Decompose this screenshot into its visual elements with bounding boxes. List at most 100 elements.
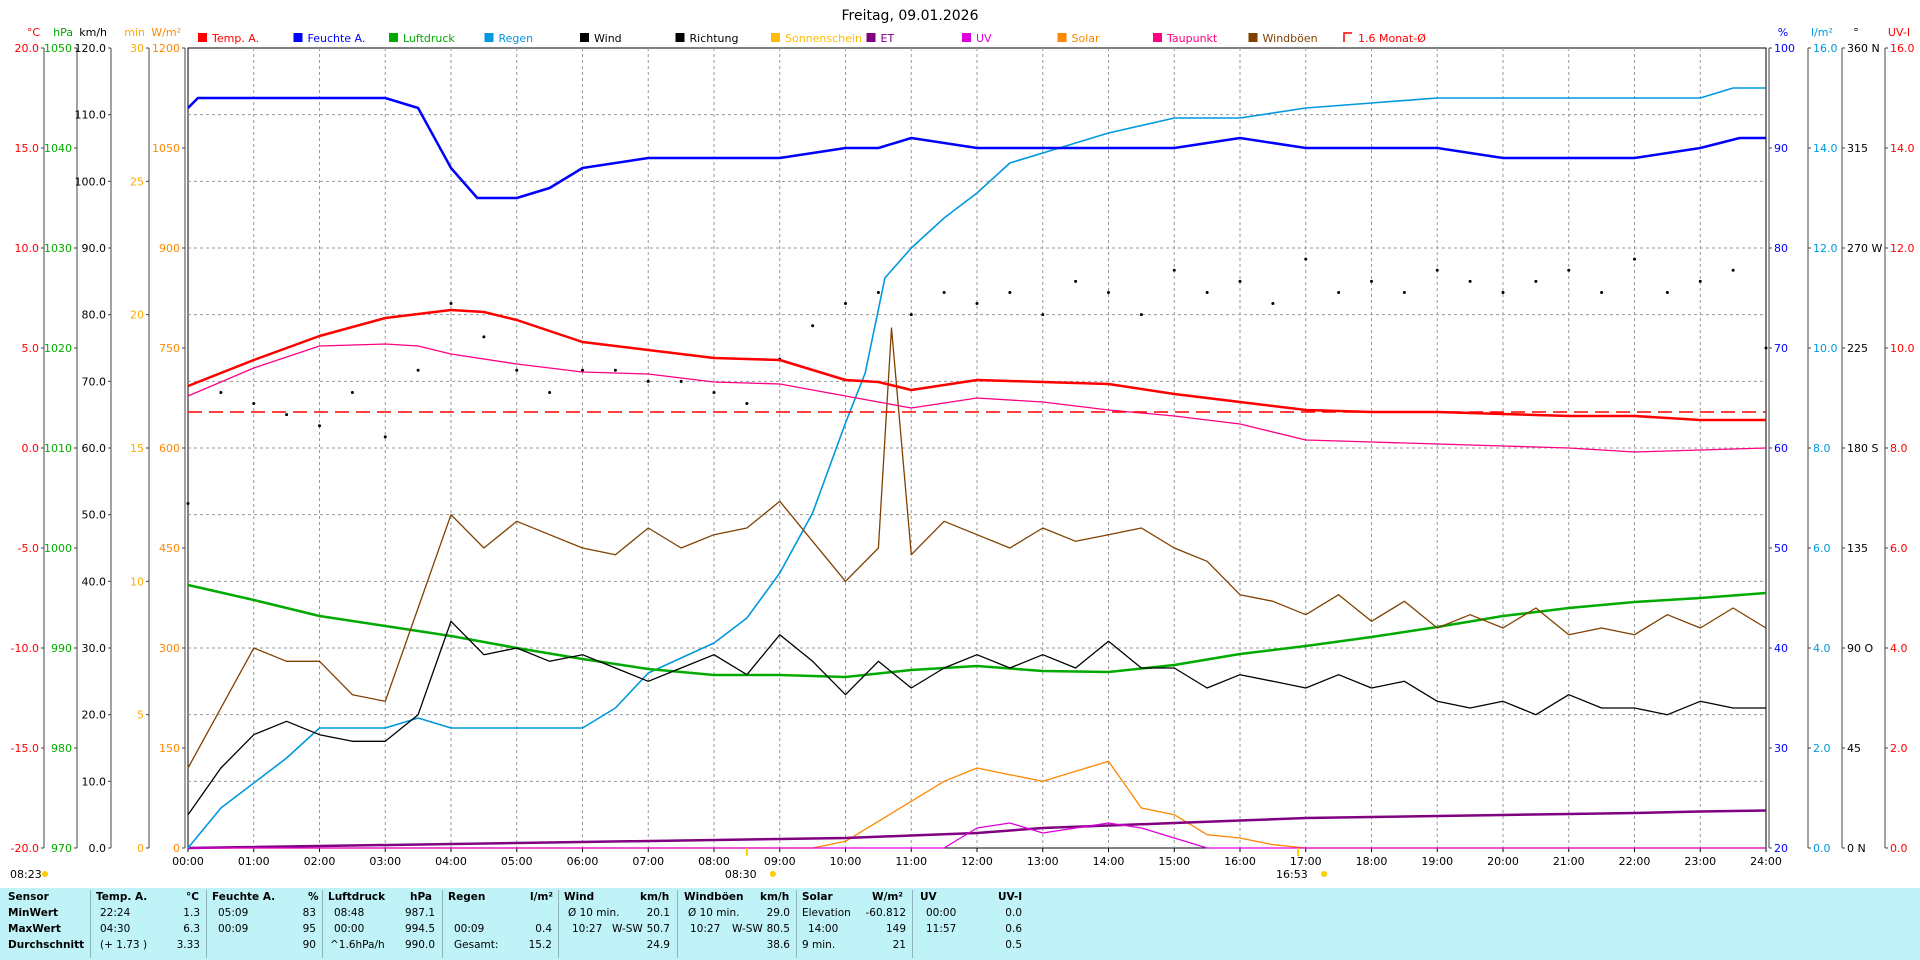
legend-label: Windböen	[1263, 32, 1318, 45]
legend: Temp. A. Feuchte A. Luftdruck Regen Wind Rich…	[198, 32, 1426, 45]
left-axis-tick-label: 1030	[44, 242, 72, 255]
series-point-richtung	[416, 368, 420, 372]
series-point-richtung	[1402, 290, 1406, 294]
x-axis-tick-label: 24:00	[1750, 855, 1782, 868]
series-point-richtung	[1567, 268, 1571, 272]
series-point-richtung	[285, 413, 289, 417]
gust-max-dir: W-SW	[732, 923, 763, 935]
hum-header: Feuchte A.	[212, 891, 276, 903]
left-axis-unit: min	[124, 26, 145, 39]
wind-min: 20.1	[646, 907, 670, 919]
separator	[677, 890, 678, 958]
legend-label: UV	[976, 32, 992, 45]
wind-avg: 24.9	[646, 939, 670, 951]
left-axis-tick-label: 0	[137, 842, 144, 855]
left-axis-tick-label: 1050	[44, 42, 72, 55]
x-axis-tick-label: 06:00	[567, 855, 599, 868]
x-axis-tick-label: 21:00	[1553, 855, 1585, 868]
series-point-richtung	[1633, 257, 1636, 261]
left-axis-tick-label: 80.0	[82, 309, 107, 322]
press-max-time: 00:00	[334, 923, 365, 935]
x-axis-tick-label: 23:00	[1684, 855, 1716, 868]
legend-label: Wind	[594, 32, 622, 45]
legend-swatch	[198, 33, 207, 42]
right-axis-tick-label: 14.0	[1890, 142, 1915, 155]
left-axis-tick-label: 900	[159, 242, 180, 255]
series-group	[186, 87, 1768, 850]
left-axis-tick-label: -10.0	[11, 642, 39, 655]
series-line-wind	[187, 620, 1766, 816]
series-point-richtung	[1271, 302, 1275, 306]
hum-unit: %	[308, 891, 319, 903]
left-axis-tick-label: 150	[159, 742, 180, 755]
sun-marker-dot	[42, 871, 48, 877]
right-axis-tick-label: 30	[1774, 742, 1788, 755]
series-point-richtung	[581, 368, 584, 372]
left-axis-tick-label: 25	[130, 175, 144, 188]
left-axis-tick-label: 30.0	[82, 642, 107, 655]
right-axis-tick-label: 12.0	[1890, 242, 1915, 255]
legend-label: Regen	[499, 32, 534, 45]
left-axis-tick-label: 30	[130, 42, 144, 55]
wind-min-label: Ø 10 min.	[568, 907, 620, 919]
uv-unit: UV-I	[998, 891, 1023, 903]
legend-swatch	[866, 33, 876, 42]
left-axis-tick-label: 20	[130, 309, 144, 322]
right-axis-tick-label: 135	[1847, 542, 1868, 555]
left-axes: °C 20.0 15.0 10.0 5.0 0.0 -5.0 -10.0 -15.0 -20.0 h…	[11, 26, 186, 855]
right-axes: % 100 90 80 70 60 50 40 30 20 l/m² 16.0 14.0 12.0 10.0…	[1768, 26, 1915, 855]
gust-min: 29.0	[766, 907, 790, 919]
hum-min: 83	[302, 907, 316, 919]
series-point-richtung	[1698, 279, 1702, 283]
right-axis-tick-label: 14.0	[1813, 142, 1838, 155]
left-axis-tick-label: 1000	[44, 542, 72, 555]
rain-total: 15.2	[528, 939, 552, 951]
left-axis-tick-label: 10	[130, 575, 144, 588]
temp-header: Temp. A.	[96, 891, 148, 903]
x-axis-tick-label: 15:00	[1158, 855, 1190, 868]
legend-swatch	[580, 33, 589, 42]
x-axis-tick-label: 08:00	[698, 855, 730, 868]
series-line-luftdruck	[187, 583, 1767, 679]
left-axis-tick-label: 40.0	[82, 575, 107, 588]
left-axis-tick-label: 1050	[152, 142, 180, 155]
separator	[796, 890, 797, 958]
left-axis-tick-label: 20.0	[82, 709, 107, 722]
rain-max: 0.4	[535, 923, 552, 935]
series-point-richtung	[876, 290, 880, 294]
grid	[187, 47, 1767, 849]
right-axis-tick-label: 100	[1774, 42, 1795, 55]
solar-avg: 21	[892, 939, 906, 951]
series-point-richtung	[1665, 290, 1669, 294]
left-axis-tick-label: 15	[130, 442, 144, 455]
right-axis-unit: %	[1778, 26, 1788, 39]
uv-max: 0.6	[1005, 923, 1022, 935]
left-axis-tick-label: 100.0	[75, 175, 107, 188]
left-axis-tick-label: 1200	[152, 42, 180, 55]
series-point-richtung	[1501, 290, 1505, 294]
left-axis-tick-label: 60.0	[82, 442, 107, 455]
series-point-richtung	[811, 324, 815, 328]
left-axis-tick-label: 20.0	[15, 42, 40, 55]
right-axis-tick-label: 0 N	[1847, 842, 1866, 855]
legend-swatch	[1343, 32, 1352, 42]
legend-swatch	[484, 33, 494, 42]
sun-markers: 08:23 08:30 16:53	[10, 848, 1328, 881]
x-axis-tick-label: 00:00	[172, 855, 204, 868]
right-axis-tick-label: 20	[1774, 842, 1788, 855]
series-point-richtung	[219, 390, 223, 394]
left-axis-tick-label: 10.0	[15, 242, 40, 255]
temp-unit: °C	[186, 891, 199, 903]
right-axis-unit: l/m²	[1811, 26, 1833, 39]
left-axis-tick-label: -15.0	[11, 742, 39, 755]
left-axis-tick-label: 600	[159, 442, 180, 455]
series-point-richtung	[1107, 290, 1110, 294]
hum-max-time: 00:09	[218, 923, 249, 935]
right-axis-tick-label: 50	[1774, 542, 1788, 555]
temp-avg-note: (+ 1.73 )	[100, 939, 148, 951]
x-axis-tick-label: 20:00	[1487, 855, 1519, 868]
right-axis-tick-label: 6.0	[1890, 542, 1908, 555]
wind-header: Wind	[564, 891, 595, 903]
series-point-richtung	[482, 335, 486, 339]
legend-label: Solar	[1072, 32, 1101, 45]
